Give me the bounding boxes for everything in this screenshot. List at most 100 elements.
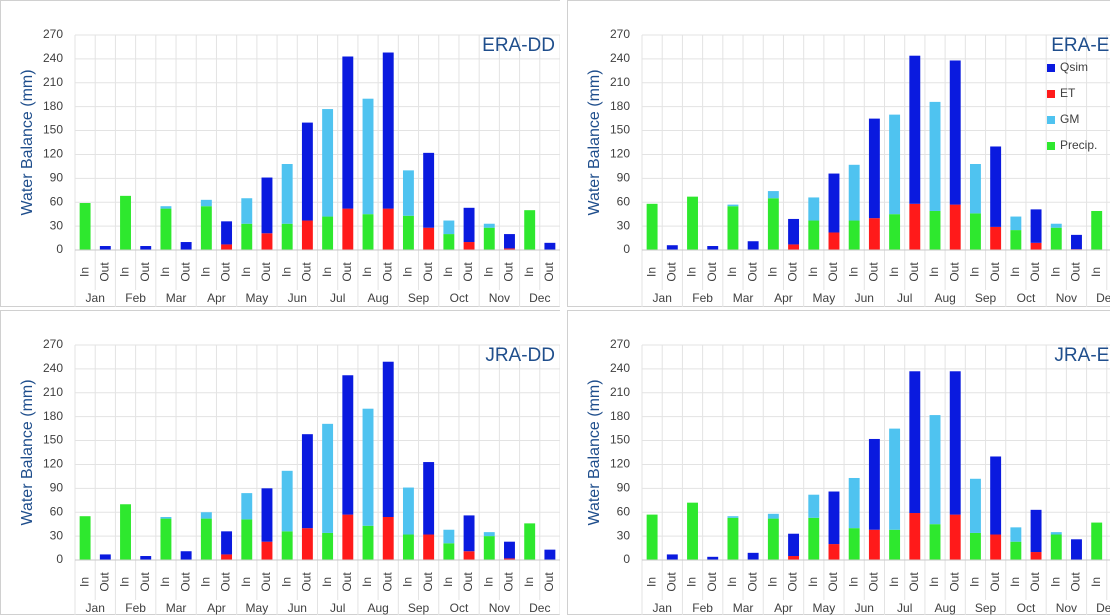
y-tick-label: 120 [43,457,63,471]
month-label: Jul [330,291,345,305]
x-tick-label: In [77,267,91,277]
bar-segment [767,198,779,250]
legend-swatch [1047,116,1055,124]
month-label: Mar [733,291,754,305]
y-axis-label: Water Balance (mm) [586,69,603,215]
month-label: Jan [86,601,105,615]
bar-segment [483,536,495,560]
bar-segment [848,164,860,221]
bar-segment [969,213,981,250]
month-label: Nov [1056,601,1077,615]
x-tick-label: Out [340,572,354,592]
x-tick-label: In [806,577,820,587]
bar-segment [221,554,233,560]
bar-segment [1071,234,1082,250]
y-tick-label: 30 [50,528,64,542]
x-tick-label: Out [705,572,719,592]
bar-segment [788,218,800,245]
bar-segment [463,207,475,243]
y-tick-label: 0 [56,552,63,566]
y-tick-label: 120 [43,147,63,161]
x-tick-label: Out [1028,262,1042,282]
bar-segment [868,438,880,530]
bar-segment [1091,522,1103,560]
bar-segment [322,216,334,250]
y-tick-label: 240 [43,51,63,65]
month-label: Jun [855,601,874,615]
x-tick-label: Out [300,572,314,592]
bar-segment [261,541,273,560]
x-tick-label: In [685,577,699,587]
y-tick-label: 90 [617,481,631,495]
x-tick-label: In [846,577,860,587]
month-label: Feb [125,601,146,615]
month-label: Dec [529,291,550,305]
bar-segment [727,517,739,560]
bar-segment [99,246,111,250]
month-label: Mar [733,601,754,615]
month-label: Aug [934,291,955,305]
x-tick-label: In [927,267,941,277]
y-tick-label: 240 [43,361,63,375]
x-tick-label: In [685,267,699,277]
bar-segment [990,146,1002,227]
x-tick-label: In [441,267,455,277]
month-label: Jul [330,601,345,615]
y-tick-label: 120 [610,457,630,471]
x-tick-label: Out [380,572,394,592]
bar-segment [281,164,293,224]
bar-segment [423,462,435,535]
month-label: Apr [774,601,793,615]
y-tick-label: 90 [617,171,631,185]
month-label: May [246,601,269,615]
x-tick-label: In [118,267,132,277]
panel-border [567,310,1110,615]
x-tick-label: Out [178,572,192,592]
bar-segment [99,554,111,560]
bar-segment [342,56,354,209]
panel-border [0,0,560,307]
x-tick-label: In [158,267,172,277]
x-tick-label: Out [542,262,556,282]
x-tick-label: In [1008,267,1022,277]
bar-segment [909,371,921,514]
x-tick-label: Out [907,572,921,592]
bar-segment [160,517,172,519]
bar-segment [140,246,152,250]
bar-segment [120,504,131,560]
bar-segment [423,152,435,228]
y-tick-label: 270 [43,337,63,351]
bar-segment [382,361,394,517]
x-tick-label: In [887,267,901,277]
y-tick-label: 90 [50,171,64,185]
bar-segment [200,518,212,560]
panel-border [0,310,560,615]
x-tick-label: Out [826,572,840,592]
bar-segment [1030,242,1042,250]
y-tick-label: 240 [610,361,630,375]
bar-segment [969,164,981,214]
bar-segment [929,101,941,211]
bar-segment [1050,223,1062,228]
y-tick-label: 30 [617,218,631,232]
bar-segment [767,513,779,519]
y-tick-label: 210 [43,75,63,89]
bar-segment [200,512,212,519]
bar-segment [1010,541,1022,560]
panel-border [567,0,1110,307]
bar-segment [848,528,860,560]
x-tick-label: Out [421,262,435,282]
y-tick-label: 60 [617,194,631,208]
bar-segment [889,428,901,530]
x-tick-label: In [522,577,536,587]
x-tick-label: In [1008,577,1022,587]
x-tick-label: In [158,577,172,587]
y-tick-label: 90 [50,481,64,495]
bar-segment [687,502,698,560]
y-axis-label: Water Balance (mm) [586,379,603,525]
y-tick-label: 240 [610,51,630,65]
month-label: Oct [1017,601,1036,615]
bar-segment [322,532,334,560]
bar-segment [1010,230,1022,250]
